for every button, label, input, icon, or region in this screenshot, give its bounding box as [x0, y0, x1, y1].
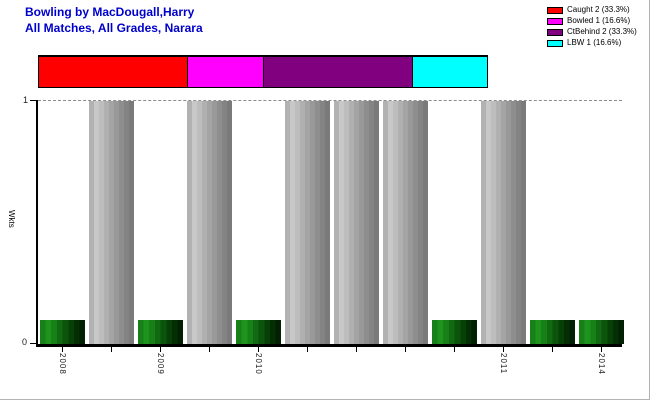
- y-tick-label-1: 1: [23, 95, 29, 105]
- y-tick-label-0: 0: [22, 337, 28, 347]
- x-tick: [111, 347, 112, 352]
- plot-area: 2008 2009 2010 2011 2014: [36, 100, 624, 375]
- legend-swatch-icon: [547, 39, 563, 47]
- gray-bar: [285, 101, 330, 344]
- legend-label: Bowled 1 (16.6%): [567, 16, 631, 25]
- x-tick: [601, 347, 602, 352]
- y-tick-1: [30, 100, 36, 101]
- legend-swatch-icon: [547, 17, 563, 25]
- gray-bar: [481, 101, 526, 344]
- x-tick: [552, 347, 553, 352]
- distribution-segment-caught: [39, 57, 188, 87]
- legend: Caught 2 (33.3%) Bowled 1 (16.6%) CtBehind…: [547, 6, 637, 50]
- y-tick-0: [30, 343, 36, 344]
- gray-bar: [89, 101, 134, 344]
- chart-subtitle: All Matches, All Grades, Narara: [25, 21, 203, 35]
- x-tick: [307, 347, 308, 352]
- distribution-segment-bowled: [187, 57, 263, 87]
- legend-label: LBW 1 (16.6%): [567, 38, 622, 47]
- x-axis-year-label: 2010: [254, 353, 263, 375]
- legend-swatch-icon: [547, 28, 563, 36]
- distribution-segment-lbw: [411, 57, 487, 87]
- x-tick: [454, 347, 455, 352]
- gray-bar: [334, 101, 379, 344]
- x-axis-year-label: 2014: [597, 353, 606, 375]
- legend-swatch-icon: [547, 6, 563, 14]
- green-bar: [138, 320, 183, 344]
- legend-item: CtBehind 2 (33.3%): [547, 28, 637, 36]
- legend-item: Bowled 1 (16.6%): [547, 17, 637, 25]
- green-bar: [579, 320, 624, 344]
- legend-label: CtBehind 2 (33.3%): [567, 27, 637, 36]
- x-tick: [405, 347, 406, 352]
- legend-label: Caught 2 (33.3%): [567, 5, 630, 14]
- x-axis-year-label: 2011: [499, 353, 508, 375]
- legend-item: LBW 1 (16.6%): [547, 39, 637, 47]
- legend-item: Caught 2 (33.3%): [547, 6, 637, 14]
- green-bar: [236, 320, 281, 344]
- chart-title: Bowling by MacDougall,Harry: [25, 5, 195, 19]
- dismissal-distribution-bar: [38, 55, 488, 88]
- y-axis-label: Wkts: [7, 210, 16, 228]
- x-tick: [503, 347, 504, 352]
- x-tick: [209, 347, 210, 352]
- x-tick: [258, 347, 259, 352]
- x-axis-year-label: 2008: [58, 353, 67, 375]
- x-tick: [62, 347, 63, 352]
- gridline-y1: [38, 100, 622, 101]
- green-bar: [40, 320, 85, 344]
- gray-bar: [383, 101, 428, 344]
- x-axis-year-label: 2009: [156, 353, 165, 375]
- x-tick: [356, 347, 357, 352]
- x-tick: [160, 347, 161, 352]
- green-bar: [530, 320, 575, 344]
- gray-bar: [187, 101, 232, 344]
- distribution-segment-ctbehind: [262, 57, 412, 87]
- green-bar: [432, 320, 477, 344]
